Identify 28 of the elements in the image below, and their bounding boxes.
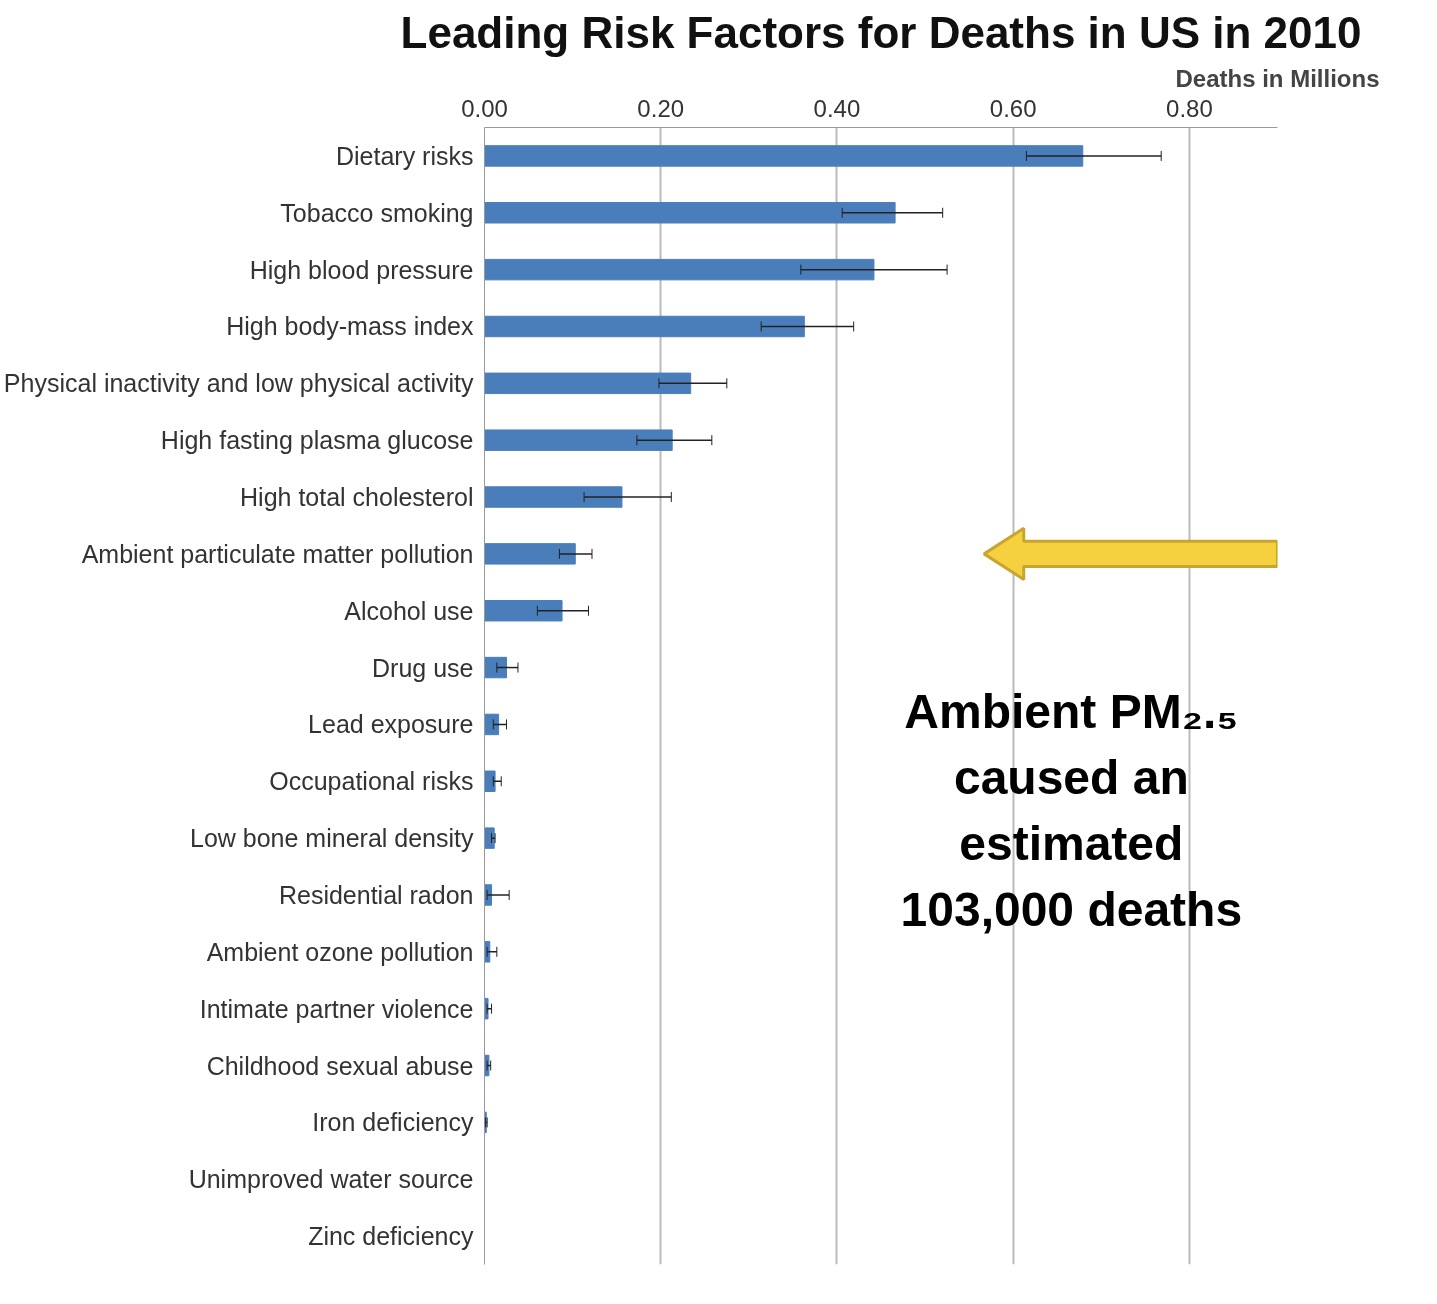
y-tick-label: High body-mass index <box>226 312 474 341</box>
x-tick-label: 0.00 <box>461 94 508 122</box>
x-tick-label: 0.20 <box>637 94 685 122</box>
y-tick-label: Tobacco smoking <box>280 198 474 227</box>
y-tick-label: Zinc deficiency <box>308 1222 474 1251</box>
chart-title: Leading Risk Factors for Deaths in US in 2010 <box>400 7 1362 57</box>
annotation: Ambient PM₂.₅ caused an estimated 103,000 deaths <box>900 684 1243 937</box>
y-tick-label: High fasting plasma glucose <box>160 426 474 455</box>
y-tick-label: Lead exposure <box>308 710 474 739</box>
y-tick-label: Intimate partner violence <box>199 994 474 1023</box>
y-tick-label: Alcohol use <box>344 596 474 625</box>
y-tick-label: Iron deficiency <box>312 1108 474 1137</box>
x-tick-label: 0.60 <box>989 94 1037 122</box>
x-tick-label: 0.80 <box>1166 94 1213 122</box>
y-tick-label: Ambient particulate matter pollution <box>81 539 474 568</box>
y-tick-label: Physical inactivity and low physical activity <box>3 369 474 398</box>
y-tick-label: Residential radon <box>278 880 474 909</box>
x-tick-label: 0.40 <box>813 94 861 122</box>
y-tick-label: High total cholesterol <box>240 483 474 512</box>
y-tick-label: Occupational risks <box>269 767 474 796</box>
y-tick-label: Dietary risks <box>335 141 474 170</box>
y-tick-label: Low bone mineral density <box>190 824 474 853</box>
y-tick-label: Childhood sexual abuse <box>206 1051 474 1080</box>
y-tick-label: Unimproved water source <box>188 1165 474 1194</box>
y-tick-label: Drug use <box>372 653 474 682</box>
x-axis-title: Deaths in Millions <box>1175 64 1380 92</box>
y-tick-label: High blood pressure <box>249 255 474 284</box>
y-tick-label: Ambient ozone pollution <box>206 937 474 966</box>
